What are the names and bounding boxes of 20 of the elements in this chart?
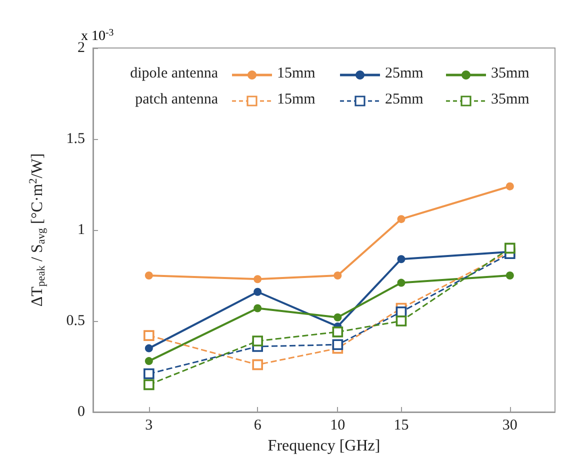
x-axis-title: Frequency [GHz] bbox=[268, 437, 380, 454]
y-tick-label: 0.5 bbox=[66, 313, 85, 329]
legend-label: 25mm bbox=[385, 66, 424, 82]
x-tick-label: 3 bbox=[145, 418, 153, 434]
x-tick-label: 10 bbox=[330, 418, 346, 434]
x-tick-label: 15 bbox=[394, 418, 409, 434]
legend-label: 15mm bbox=[277, 92, 316, 108]
legend-label: 35mm bbox=[491, 66, 530, 82]
legend-label: 25mm bbox=[385, 92, 424, 108]
annotation: dipole antenna bbox=[130, 66, 218, 82]
y-tick-label: 1.5 bbox=[66, 131, 85, 147]
y-tick-label: 2 bbox=[78, 40, 85, 56]
y-tick-label: 1 bbox=[78, 222, 85, 238]
legend-label: 15mm bbox=[277, 66, 316, 82]
y-axis-title: ΔTpeak / Savg [°C·m2/W] bbox=[28, 153, 48, 307]
y-tick-label: 0 bbox=[78, 404, 85, 420]
annotation: patch antenna bbox=[135, 92, 218, 108]
legend-label: 35mm bbox=[491, 92, 530, 108]
x-tick-label: 30 bbox=[502, 418, 518, 434]
x-tick-label: 6 bbox=[254, 418, 262, 434]
